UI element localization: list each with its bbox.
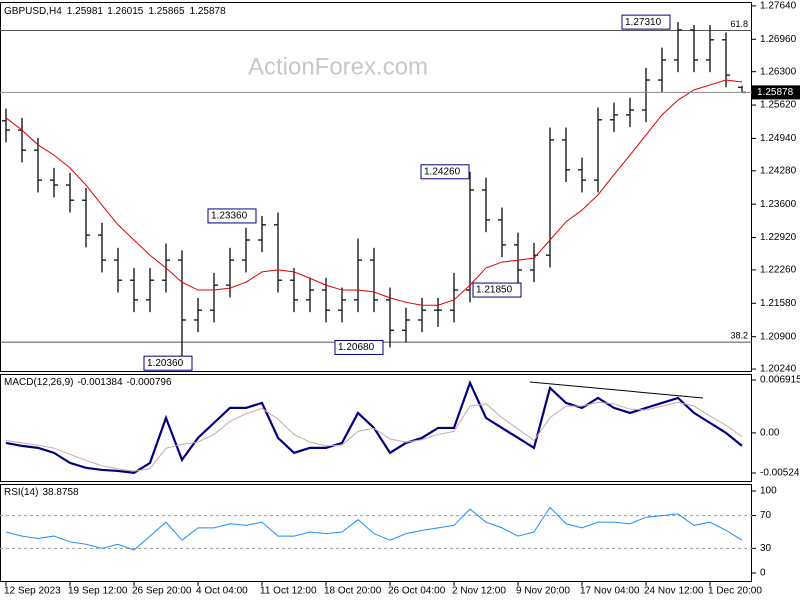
y-tick-label: 1.22260 xyxy=(760,265,797,276)
price-annotation: 1.20360 xyxy=(147,358,184,369)
x-tick-label: 26 Oct 04:00 xyxy=(388,586,446,597)
x-tick-label: 4 Oct 04:00 xyxy=(196,586,248,597)
indicator-value: -0.000796 xyxy=(127,377,172,388)
price-annotation: 1.23360 xyxy=(211,211,248,222)
price-annotation: 1.20680 xyxy=(338,342,375,353)
y-tick-label: 1.24280 xyxy=(760,165,797,176)
y-tick-label: 0 xyxy=(760,568,766,579)
x-tick-label: 12 Sep 2023 xyxy=(4,586,61,597)
y-tick-label: 1.20900 xyxy=(760,331,797,342)
panel-frame xyxy=(0,374,752,482)
y-tick-label: 0.00 xyxy=(760,428,780,439)
y-tick-label: 1.27640 xyxy=(760,1,797,12)
indicator-line xyxy=(5,401,743,472)
current-price-label: 1.25878 xyxy=(757,87,794,98)
y-tick-label: 1.21580 xyxy=(760,298,797,309)
panel-frame xyxy=(0,2,752,372)
y-tick-label: 1.26300 xyxy=(760,66,797,77)
y-tick-label: 100 xyxy=(760,486,777,497)
price-annotation-box xyxy=(420,164,470,180)
y-tick-label: 30 xyxy=(760,543,772,554)
x-tick-label: 24 Nov 12:00 xyxy=(644,586,704,597)
x-tick-label: 18 Oct 20:00 xyxy=(324,586,382,597)
trend-line xyxy=(529,381,704,399)
indicator-title: RSI(14) 38.8758 xyxy=(4,487,79,498)
price-annotation-box xyxy=(334,339,384,355)
y-tick-label: 1.26960 xyxy=(760,34,797,45)
price-annotation-box xyxy=(207,208,257,224)
symbol: GBPUSD,H4 xyxy=(4,6,62,17)
x-tick-label: 9 Nov 20:00 xyxy=(516,586,570,597)
y-tick-label: 0.006915 xyxy=(760,375,800,386)
x-tick-label: 17 Nov 04:00 xyxy=(580,586,640,597)
fib-label: 38.2 xyxy=(730,330,748,340)
x-tick-label: 11 Oct 12:00 xyxy=(260,586,317,597)
indicator-title: MACD(12,26,9) -0.001384 -0.000796 xyxy=(4,377,172,388)
indicator-value: 38.8758 xyxy=(42,487,79,498)
y-tick-label: 1.25620 xyxy=(760,100,797,111)
indicator-name: MACD(12,26,9) xyxy=(4,377,73,388)
y-tick-label: 70 xyxy=(760,510,772,521)
header-value: 1.26015 xyxy=(107,6,144,17)
y-tick-label: 1.23600 xyxy=(760,199,797,210)
header-value: 1.25865 xyxy=(148,6,185,17)
header-value: 1.25981 xyxy=(67,6,104,17)
x-tick-label: 1 Dec 20:00 xyxy=(708,586,762,597)
current-price-box xyxy=(752,85,800,100)
watermark: ActionForex.com xyxy=(248,53,428,80)
price-annotation-box xyxy=(472,282,522,298)
panel-frame xyxy=(0,484,752,582)
x-tick-label: 26 Sep 20:00 xyxy=(132,586,192,597)
moving-average xyxy=(5,79,743,306)
price-annotation-box xyxy=(621,14,671,30)
price-annotation: 1.27310 xyxy=(625,17,662,28)
header-value: 1.25878 xyxy=(190,6,227,17)
price-annotation: 1.24260 xyxy=(424,166,461,177)
y-tick-label: 1.24940 xyxy=(760,133,797,144)
y-tick-label: 1.20240 xyxy=(760,364,797,375)
y-tick-label: 1.22920 xyxy=(760,232,797,243)
x-tick-label: 2 Nov 12:00 xyxy=(452,586,506,597)
price-annotation: 1.21850 xyxy=(476,285,513,296)
header: GBPUSD,H4 1.25981 1.26015 1.25865 1.25878 xyxy=(4,6,226,17)
indicator-name: RSI(14) xyxy=(4,487,38,498)
x-tick-label: 19 Sep 12:00 xyxy=(68,586,128,597)
fib-label: 61.8 xyxy=(730,19,748,29)
price-annotation-box xyxy=(143,355,193,371)
y-tick-label: -0.005241 xyxy=(760,468,800,479)
indicator-value: -0.001384 xyxy=(77,377,122,388)
indicator-line xyxy=(5,506,743,551)
